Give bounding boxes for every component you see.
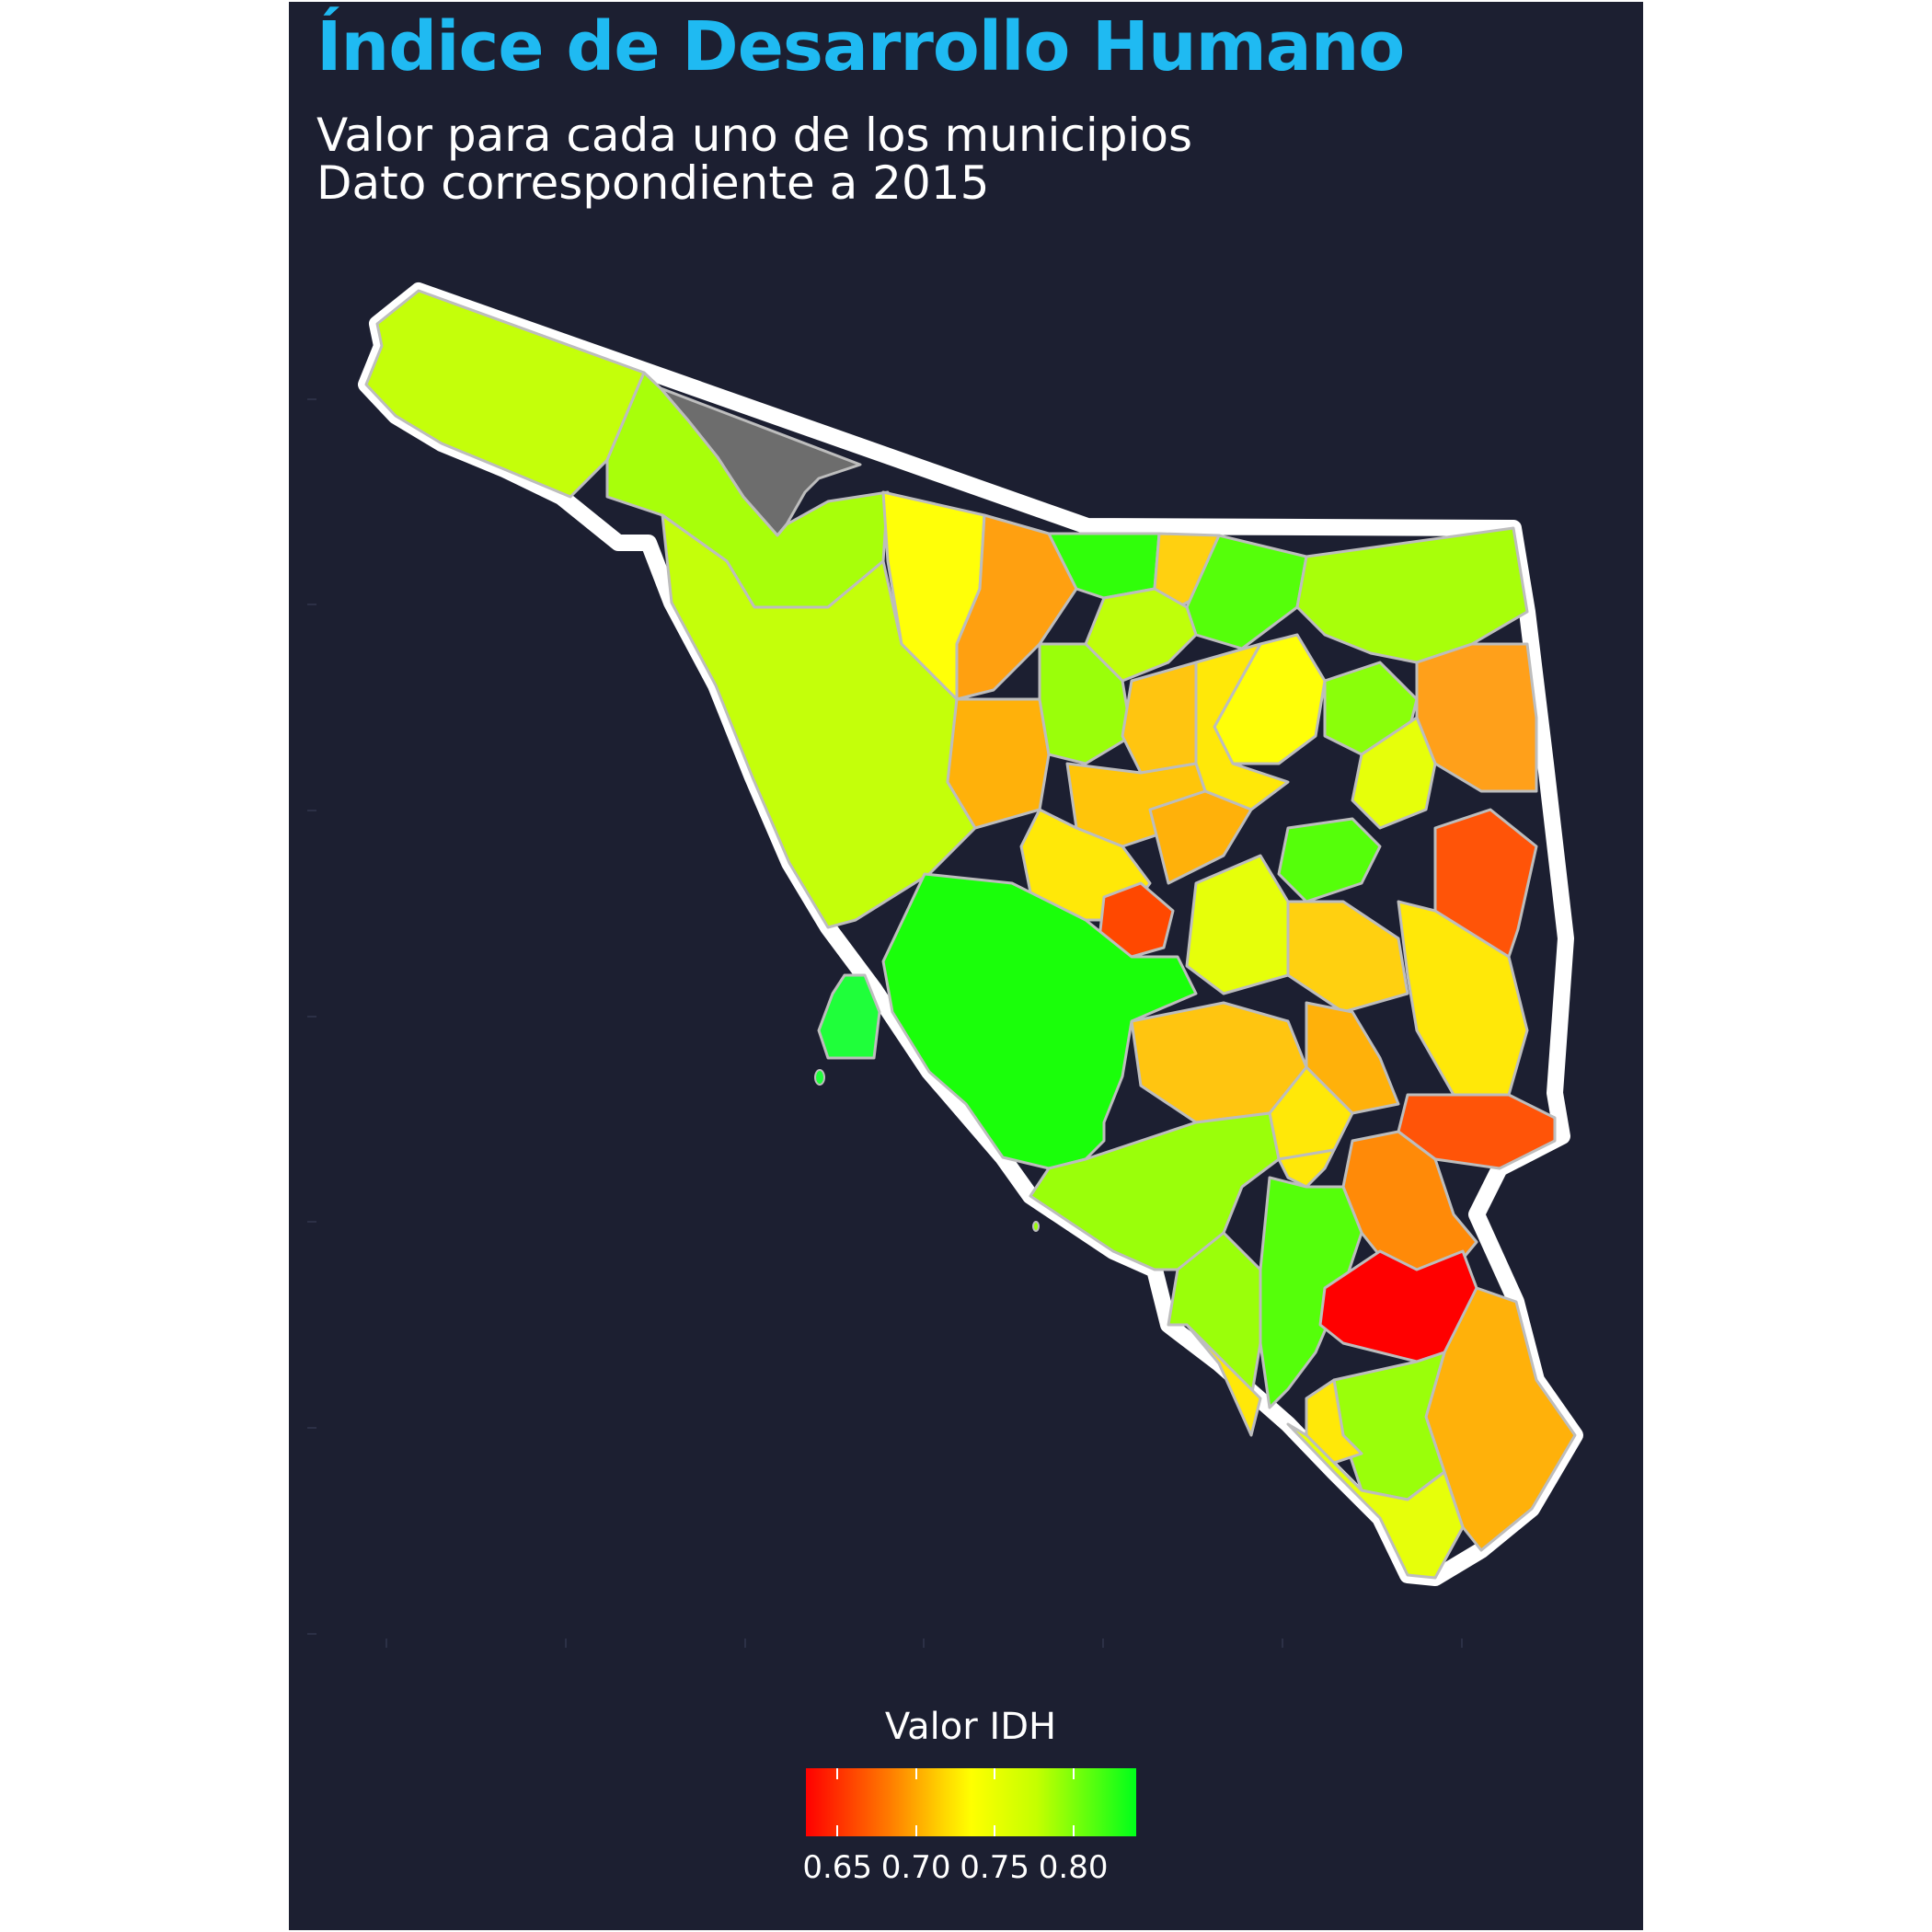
municipality-region xyxy=(1185,854,1290,995)
legend-tick-label: 0.65 xyxy=(802,1849,873,1886)
municipality-region xyxy=(1286,900,1409,1014)
municipality-region xyxy=(1295,526,1529,664)
municipality-region xyxy=(1038,642,1133,765)
legend-tick-mark xyxy=(836,1768,839,1779)
legend-tick-mark xyxy=(994,1825,996,1836)
municipality-region xyxy=(1351,716,1437,830)
legend-tick-mark xyxy=(836,1825,839,1836)
map-subtitle-line2: Dato correspondiente a 2015 xyxy=(316,156,990,210)
municipality-region xyxy=(1277,817,1382,903)
map-subtitle-line1: Valor para cada uno de los municipios xyxy=(316,109,1193,162)
municipality-region xyxy=(1185,1323,1262,1437)
islet xyxy=(1032,1221,1040,1232)
legend-tick-mark xyxy=(994,1768,996,1779)
axis-ticks xyxy=(307,398,1463,1648)
legend-tick-mark xyxy=(914,1768,917,1779)
islet xyxy=(814,1069,825,1086)
legend-tick-mark xyxy=(1072,1825,1075,1836)
municipality-region xyxy=(817,973,881,1060)
legend-tick-label: 0.80 xyxy=(1038,1849,1109,1886)
legend-tick-label: 0.75 xyxy=(960,1849,1029,1886)
legend-tick-mark xyxy=(1072,1768,1075,1779)
legend-title: Valor IDH xyxy=(884,1706,1057,1748)
map-title: Índice de Desarrollo Humano xyxy=(316,7,1405,86)
municipality-region xyxy=(364,289,646,499)
legend-colorbar xyxy=(806,1768,1136,1836)
municipality-region xyxy=(1277,1148,1336,1189)
municipality-region xyxy=(881,872,1198,1170)
municipalities xyxy=(364,289,1577,1580)
legend-tick-mark xyxy=(914,1825,917,1836)
municipality-region xyxy=(946,697,1051,830)
municipality-region xyxy=(1286,1422,1465,1580)
legend-tick-label: 0.70 xyxy=(880,1849,951,1886)
municipality-region xyxy=(1148,789,1253,885)
